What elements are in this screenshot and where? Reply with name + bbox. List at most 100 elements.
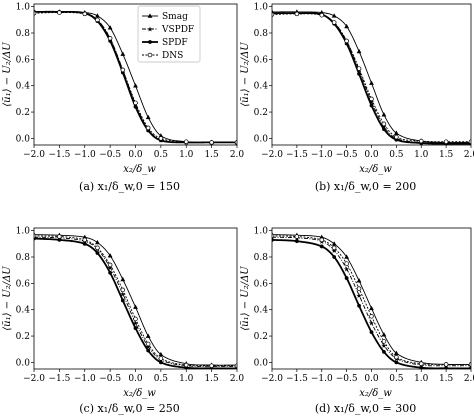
marker-spdf — [108, 270, 113, 275]
marker-spdf — [369, 330, 374, 335]
marker-smag — [331, 241, 337, 246]
marker-dns — [82, 11, 87, 17]
marker-dns — [120, 67, 126, 73]
marker-spdf — [332, 255, 337, 259]
marker-dns — [184, 139, 189, 144]
legend-marker-spdf — [148, 40, 152, 44]
legend-marker-dns — [147, 52, 153, 58]
y-tick-label: 1.0 — [16, 227, 31, 237]
marker-spdf — [394, 360, 399, 365]
y-tick-label: 0.8 — [16, 253, 31, 263]
x-tick-label: 1.5 — [439, 150, 454, 160]
x-tick-label: −0.5 — [336, 150, 358, 160]
x-tick-label: 0.5 — [389, 374, 404, 384]
marker-smag — [344, 23, 350, 29]
marker-spdf — [344, 276, 349, 280]
y-tick-label: 0.0 — [254, 358, 269, 368]
axes-frame — [33, 227, 238, 370]
x-tick-label: 2.0 — [230, 150, 245, 160]
panel-caption: (d) x₁/δ_w,0 = 300 — [315, 402, 416, 415]
y-tick-label: 0.6 — [16, 55, 31, 65]
x-tick-label: −1.0 — [74, 374, 96, 384]
legend-marker-vspdf: ★ — [147, 26, 153, 34]
y-tick-label: 0.4 — [254, 82, 269, 92]
x-tick-label: 1.5 — [204, 150, 219, 160]
marker-vspdf: ★ — [132, 319, 138, 327]
y-tick-label: 0.4 — [16, 82, 31, 92]
marker-dns — [319, 237, 325, 243]
panel-caption: (c) x₁/δ_w,0 = 250 — [79, 402, 180, 415]
legend-label-vspdf: VSPDF — [161, 25, 194, 35]
series-line-smag — [272, 11, 471, 143]
x-tick-label: 0.5 — [154, 150, 169, 160]
series-line-vspdf — [34, 11, 237, 144]
x-tick-label: −2.0 — [261, 150, 283, 160]
marker-dns — [107, 262, 113, 268]
legend-label-dns: DNS — [162, 51, 183, 61]
marker-spdf — [319, 244, 324, 249]
plot-area: ★★★★★★★★★★★★ — [34, 231, 237, 369]
y-tick-label: 0.0 — [16, 358, 31, 368]
marker-smag — [133, 83, 138, 88]
series-line-spdf — [272, 238, 471, 369]
axes-frame — [33, 3, 238, 146]
marker-spdf — [57, 237, 62, 242]
x-tick-label: −2.0 — [23, 374, 45, 384]
marker-smag — [120, 276, 126, 282]
y-tick-label: 0.2 — [254, 332, 268, 342]
marker-dns — [34, 10, 37, 16]
marker-dns — [145, 125, 151, 131]
marker-smag — [133, 304, 138, 309]
marker-spdf — [82, 241, 87, 246]
marker-smag — [82, 234, 88, 240]
marker-dns — [419, 361, 424, 366]
x-tick-label: 1.5 — [204, 374, 219, 384]
x-axis-label: x₂/δ_w — [359, 388, 392, 399]
marker-dns — [133, 316, 138, 322]
marker-vspdf: ★ — [368, 98, 374, 106]
marker-dns — [184, 362, 189, 368]
marker-spdf — [133, 326, 138, 331]
marker-dns — [443, 362, 449, 367]
marker-smag — [158, 351, 164, 357]
marker-spdf — [444, 366, 449, 369]
x-tick-label: 0.0 — [128, 150, 143, 160]
marker-vspdf: ★ — [356, 292, 362, 300]
x-tick-label: 1.0 — [414, 150, 429, 160]
marker-dns — [344, 38, 349, 44]
marker-spdf — [158, 360, 163, 365]
x-tick-label: 1.0 — [179, 374, 194, 384]
y-tick-label: 0.6 — [16, 279, 31, 289]
y-axis-label: ⟨ũ₁⟩ − U₂/ΔU — [240, 266, 251, 331]
y-axis-label: ⟨ũ₁⟩ − U₂/ΔU — [2, 266, 13, 331]
chart-panel-1: −2.0 −1.5 −1.0 −0.5 0.0 0.5 1.0 1.5 2.0 0.0 0.2 0.4… — [2, 3, 244, 193]
marker-dns — [381, 121, 387, 127]
series-line-smag — [272, 234, 471, 365]
marker-spdf — [133, 104, 138, 109]
series-line-spdf — [272, 12, 471, 145]
x-tick-label: 0.5 — [154, 374, 169, 384]
marker-dns — [356, 286, 362, 291]
x-tick-label: −0.5 — [99, 150, 121, 160]
marker-dns — [145, 341, 151, 347]
marker-dns — [443, 139, 449, 144]
marker-vspdf: ★ — [269, 234, 275, 242]
marker-vspdf: ★ — [381, 123, 387, 131]
y-tick-label: 0.8 — [254, 253, 269, 263]
marker-smag — [393, 130, 399, 135]
y-tick-label: 0.4 — [16, 306, 31, 316]
marker-dns — [294, 234, 300, 239]
chart-panel-3: −2.0 −1.5 −1.0 −0.5 0.0 0.5 1.0 1.5 2.0 0.0 0.2 0.4… — [2, 227, 244, 415]
y-tick-label: 0.8 — [254, 29, 269, 39]
x-tick-label: 0.0 — [364, 374, 379, 384]
marker-dns — [468, 362, 471, 367]
marker-dns — [344, 261, 349, 266]
marker-dns — [234, 140, 237, 145]
marker-dns — [356, 66, 362, 71]
marker-dns — [120, 287, 126, 293]
marker-spdf — [294, 239, 299, 244]
chart-panel-4: −2.0−1.5−1.0−0.5 0.0 0.5 1.0 1.5 2.0 0.0 0.2 0.4… — [240, 227, 474, 415]
marker-smag — [145, 114, 151, 120]
marker-dns — [369, 96, 374, 102]
x-tick-label: −1.5 — [48, 150, 70, 160]
